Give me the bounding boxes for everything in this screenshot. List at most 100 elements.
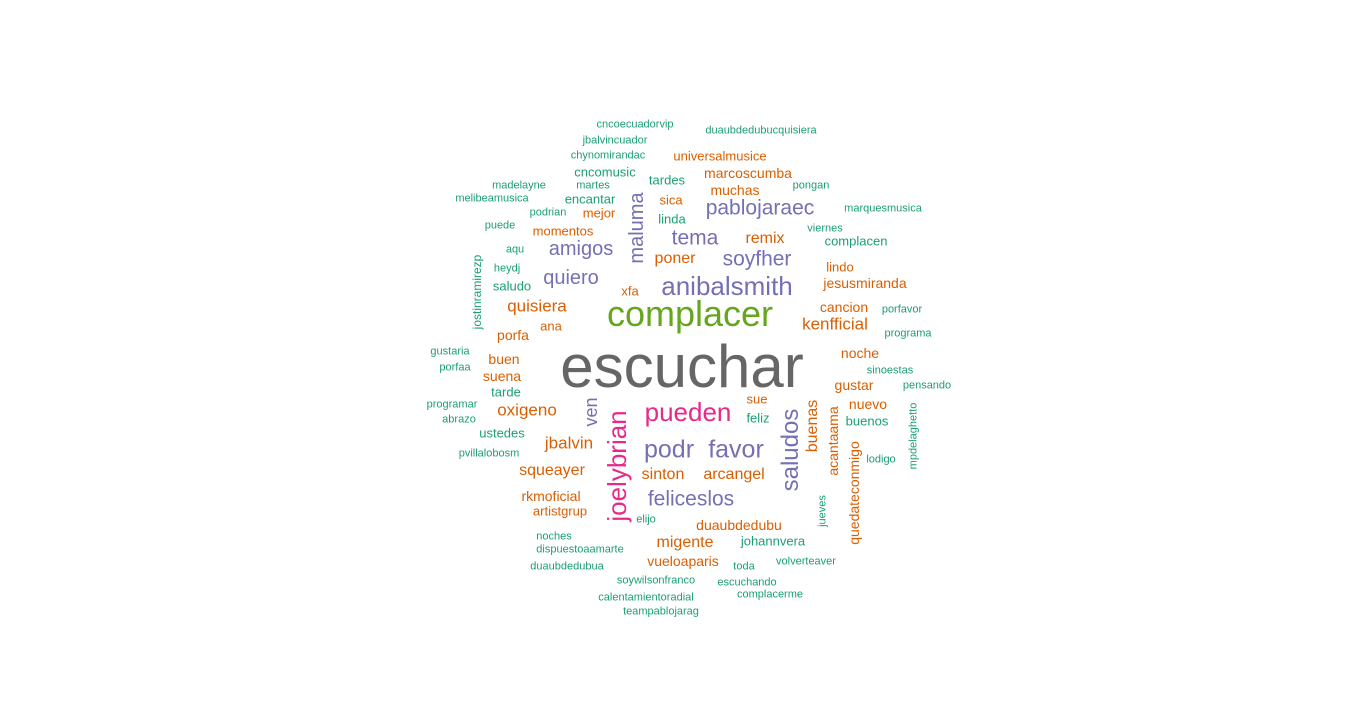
word-elijo: elijo: [636, 513, 656, 526]
word-lindo: lindo: [826, 259, 854, 275]
word-pongan: pongan: [792, 179, 830, 192]
word-remix: remix: [745, 230, 785, 247]
word-migente: migente: [656, 534, 714, 551]
word-jbalvin: jbalvin: [544, 433, 594, 453]
word-oxigeno: oxigeno: [497, 400, 557, 420]
word-amigos: amigos: [548, 238, 614, 260]
word-quisiera: quisiera: [507, 296, 567, 316]
word-cncomusic: cncomusic: [574, 164, 636, 180]
word-abrazo: abrazo: [442, 413, 476, 426]
word-buenas: buenas: [804, 399, 821, 453]
word-buenos: buenos: [845, 413, 889, 429]
word-poner: poner: [654, 250, 696, 267]
word-porfavor: porfavor: [881, 303, 923, 316]
word-sica: sica: [659, 192, 683, 208]
word-feliz: feliz: [746, 410, 770, 426]
word-podrian: podrian: [529, 206, 567, 219]
word-pensando: pensando: [902, 379, 952, 392]
word-podr: podr: [643, 435, 695, 464]
word-calentamientoradial: calentamientoradial: [598, 591, 694, 604]
word-soyfher: soyfher: [722, 247, 792, 271]
word-saludo: saludo: [492, 278, 532, 294]
word-teampablojarag: teampablojarag: [623, 605, 699, 618]
word-marquesmusica: marquesmusica: [844, 202, 922, 215]
word-mpdelaghetto: mpdelaghetto: [907, 402, 920, 470]
word-duaubdedubucquisiera: duaubdedubucquisiera: [705, 124, 817, 137]
word-acantaama: acantaama: [825, 406, 841, 476]
word-escuchando: escuchando: [717, 576, 777, 589]
word-programa: programa: [884, 327, 932, 340]
word-encantar: encantar: [564, 191, 616, 207]
word-muchas: muchas: [710, 182, 760, 198]
word-noches: noches: [536, 530, 572, 543]
word-chynomirandac: chynomirandac: [570, 149, 646, 162]
word-cancion: cancion: [819, 299, 869, 315]
word-squeayer: squeayer: [519, 462, 585, 479]
word-gustaria: gustaria: [430, 345, 470, 358]
word-maluma: maluma: [626, 192, 648, 264]
word-duaubdedubu: duaubdedubu: [696, 517, 782, 533]
word-dispuestoaamarte: dispuestoaamarte: [536, 543, 624, 556]
word-ana: ana: [540, 318, 562, 334]
word-sinoestas: sinoestas: [866, 364, 914, 377]
word-jbalvincuador: jbalvincuador: [582, 134, 648, 147]
word-ustedes: ustedes: [479, 425, 525, 441]
word-puede: puede: [484, 219, 516, 232]
word-arcangel: arcangel: [703, 466, 765, 483]
word-soywilsonfranco: soywilsonfranco: [616, 574, 696, 587]
word-quiero: quiero: [543, 267, 599, 289]
word-sinton: sinton: [641, 466, 685, 483]
word-porfaa: porfaa: [439, 361, 471, 374]
word-pablojaraec: pablojaraec: [705, 196, 815, 220]
word-xfa: xfa: [621, 283, 639, 299]
word-volverteaver: volverteaver: [776, 555, 836, 568]
word-quedateconmigo: quedateconmigo: [846, 441, 862, 545]
word-feliceslos: feliceslos: [647, 487, 735, 511]
word-nuevo: nuevo: [848, 396, 888, 412]
word-pueden: pueden: [644, 397, 732, 427]
word-johannvera: johannvera: [740, 533, 806, 549]
word-duaubdedubua: duaubdedubua: [530, 560, 604, 573]
word-melibeamusica: melibeamusica: [455, 192, 529, 205]
word-cncoecuadorvip: cncoecuadorvip: [596, 118, 674, 131]
word-programar: programar: [426, 398, 478, 411]
word-madelayne: madelayne: [492, 179, 546, 192]
word-buen: buen: [488, 351, 520, 367]
word-tema: tema: [671, 226, 719, 250]
word-suena: suena: [482, 368, 522, 384]
word-favor: favor: [708, 435, 764, 464]
word-viernes: viernes: [807, 222, 843, 235]
word-rkmoficial: rkmoficial: [521, 488, 581, 504]
word-ven: ven: [581, 397, 601, 427]
word-universalmusice: universalmusice: [673, 148, 767, 164]
word-pvillalobosm: pvillalobosm: [458, 447, 520, 460]
word-vueloaparis: vueloaparis: [647, 553, 719, 569]
word-tardes: tardes: [648, 172, 686, 188]
word-mejor: mejor: [582, 205, 616, 221]
word-aqu: aqu: [505, 243, 525, 256]
word-joelybrian: joelybrian: [602, 410, 632, 522]
word-complacer: complacer: [606, 293, 774, 334]
word-toda: toda: [733, 560, 755, 573]
word-momentos: momentos: [532, 223, 594, 239]
word-jostinramirezp: jostinramirezp: [470, 254, 484, 330]
word-kenfficial: kenfficial: [802, 314, 868, 334]
word-anibalsmith: anibalsmith: [661, 271, 793, 301]
word-jesusmiranda: jesusmiranda: [823, 275, 907, 291]
word-escuchar: escuchar: [560, 333, 804, 400]
word-saludos: saludos: [777, 408, 804, 492]
word-gustar: gustar: [834, 377, 874, 393]
word-lodigo: lodigo: [866, 453, 896, 466]
word-martes: martes: [576, 179, 610, 192]
word-artistgrup: artistgrup: [532, 503, 588, 519]
word-linda: linda: [658, 211, 686, 227]
word-complacerme: complacerme: [736, 588, 804, 601]
word-porfa: porfa: [497, 327, 529, 343]
word-sue: sue: [746, 391, 768, 407]
word-noche: noche: [840, 345, 880, 361]
word-complacen: complacen: [824, 233, 888, 249]
word-heydj: heydj: [493, 262, 521, 275]
word-marcoscumba: marcoscumba: [704, 165, 792, 181]
word-jueves: jueves: [816, 495, 829, 527]
